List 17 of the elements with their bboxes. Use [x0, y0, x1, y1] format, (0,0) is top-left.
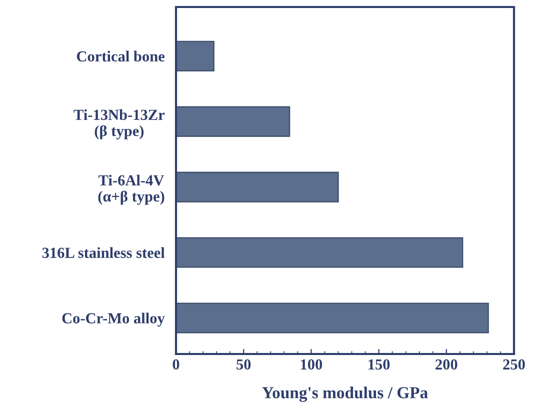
bar: [176, 172, 339, 202]
x-tick-label: 250: [503, 359, 525, 370]
y-tick-label: Ti-6Al-4V (α+β type): [98, 174, 164, 205]
x-axis-title: Young's modulus / GPa: [262, 386, 428, 402]
x-tick-label: 0: [172, 359, 180, 370]
bar: [176, 237, 464, 268]
bar: [176, 40, 214, 72]
bar: [176, 302, 489, 334]
y-tick-label: Cortical bone: [76, 50, 164, 62]
x-tick-label: 150: [368, 359, 390, 370]
y-tick-label: 316L stainless steel: [42, 247, 165, 258]
x-tick-label: 50: [236, 359, 251, 370]
x-tick-label: 200: [436, 359, 458, 370]
y-tick-label: Ti-13Nb-13Zr (β type): [74, 109, 165, 140]
x-tick-label: 100: [300, 359, 322, 370]
y-tick-label: Co-Cr-Mo alloy: [62, 312, 165, 327]
bar: [176, 106, 290, 137]
